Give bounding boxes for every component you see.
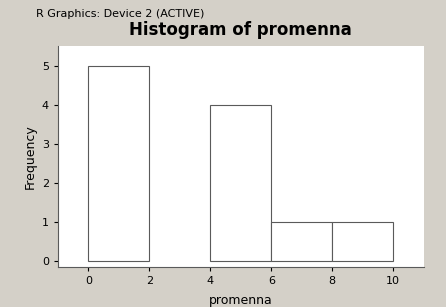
X-axis label: promenna: promenna [209, 294, 273, 307]
Bar [211, 105, 271, 261]
Text: R Graphics: Device 2 (ACTIVE): R Graphics: Device 2 (ACTIVE) [36, 9, 204, 19]
Bar [88, 66, 149, 261]
Title: Histogram of promenna: Histogram of promenna [129, 21, 352, 39]
Y-axis label: Frequency: Frequency [23, 124, 36, 189]
Bar [332, 222, 393, 261]
Bar [271, 222, 332, 261]
